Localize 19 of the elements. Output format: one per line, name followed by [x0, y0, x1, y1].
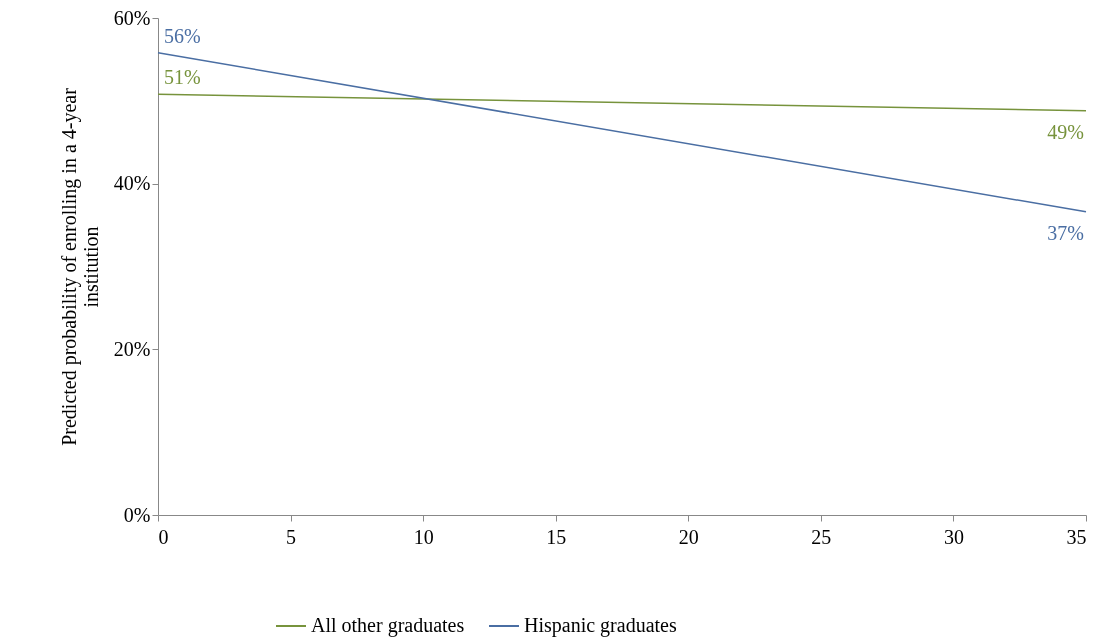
x-tick-label: 5	[286, 525, 297, 548]
x-tick-label: 25	[811, 525, 832, 548]
x-tick-label: 0	[158, 525, 169, 548]
data-label: 37%	[1047, 221, 1084, 244]
x-tick-label: 10	[413, 525, 434, 548]
y-tick-label: 40%	[113, 172, 151, 195]
x-tick-label: 20	[678, 525, 699, 548]
legend-label: All other graduates	[311, 614, 465, 637]
y-tick-label: 0%	[123, 503, 151, 526]
x-tick-label: 15	[546, 525, 567, 548]
data-label: 49%	[1047, 120, 1084, 143]
y-axis-title: Predicted probability of enrolling in a 4-year institution	[57, 87, 102, 446]
y-tick-label: 60%	[113, 6, 151, 29]
x-tick-label: 35	[1066, 525, 1087, 548]
x-tick-label: 30	[943, 525, 964, 548]
legend-label: Hispanic graduates	[524, 614, 677, 637]
data-label: 51%	[164, 66, 201, 89]
data-label: 56%	[164, 24, 201, 47]
y-tick-label: 20%	[113, 337, 151, 360]
